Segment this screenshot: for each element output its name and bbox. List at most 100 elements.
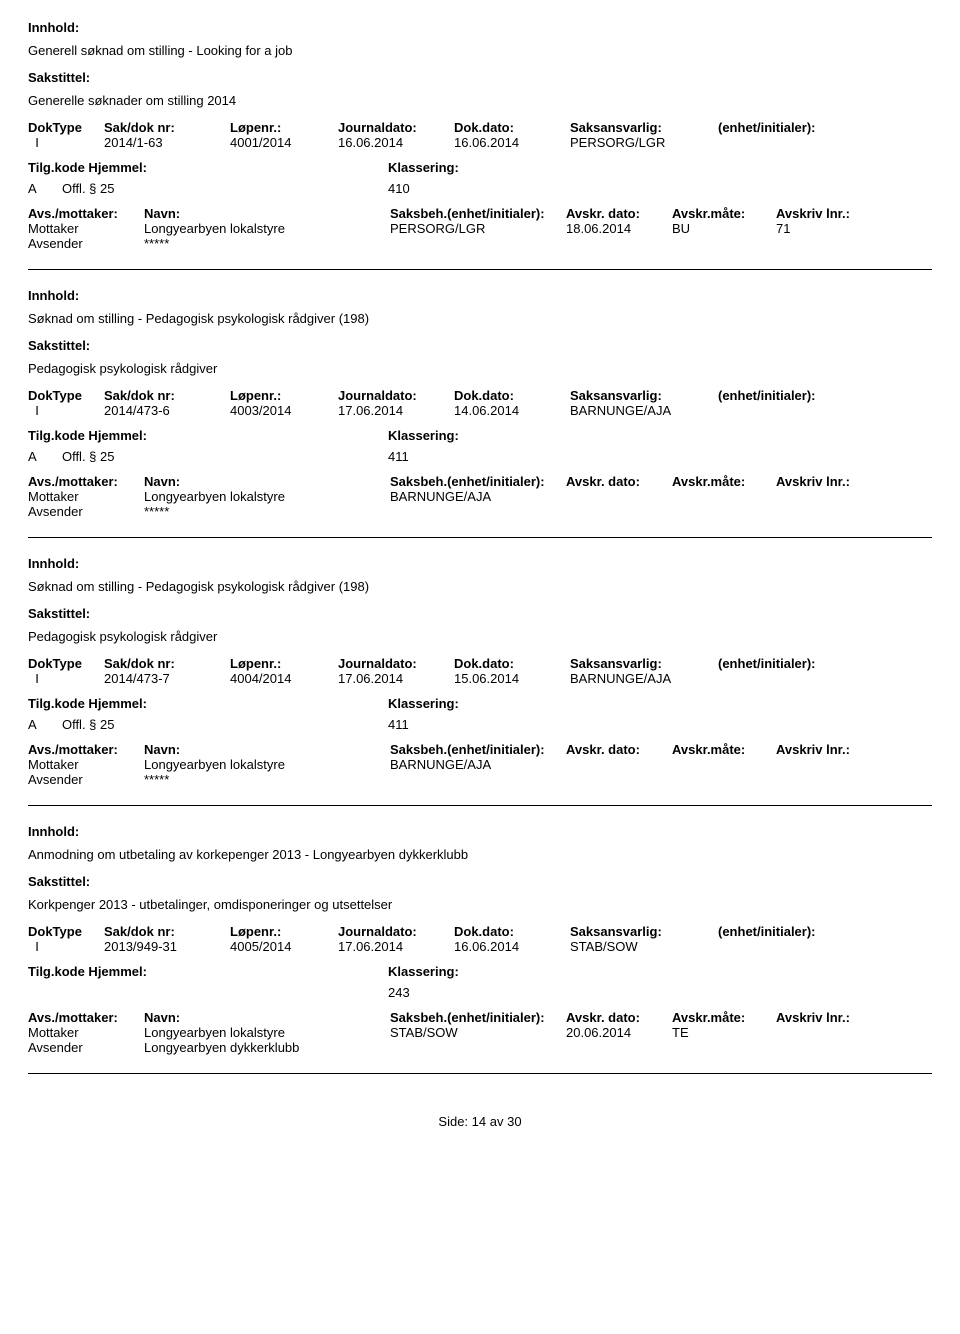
journaldato-header: Journaldato: [338, 120, 454, 135]
tilgkode-hjemmel-header: Tilg.kode Hjemmel: [28, 428, 388, 443]
avskr-dato-value: 20.06.2014 [566, 1025, 672, 1040]
tilg-value-row: A Offl. § 25411 [28, 717, 932, 732]
klassering-value: 411 [388, 449, 568, 464]
lopenr-header: Løpenr.: [230, 656, 338, 671]
dokdate-header: Dok.dato: [454, 924, 570, 939]
avs-mottaker-header: Avs./mottaker: [28, 474, 144, 489]
saksbeh-value [390, 1040, 566, 1055]
dokdate-header: Dok.dato: [454, 656, 570, 671]
avskr-mate-value: TE [672, 1025, 776, 1040]
avskr-mate-value: BU [672, 221, 776, 236]
tilgkode-hjemmel-header: Tilg.kode Hjemmel: [28, 696, 388, 711]
dokdate-header: Dok.dato: [454, 388, 570, 403]
tilg-value-row: A Offl. § 25410 [28, 181, 932, 196]
avskriv-lnr-value: 71 [776, 221, 872, 236]
avskr-dato-value [566, 236, 672, 251]
role-value: Avsender [28, 772, 144, 787]
avskr-mate-value [672, 772, 776, 787]
avskr-dato-value [566, 504, 672, 519]
doktype-value: I [28, 939, 104, 954]
doktype-header: DokType [28, 656, 104, 671]
journaldato-value: 17.06.2014 [338, 671, 454, 686]
role-value: Mottaker [28, 221, 144, 236]
enhet-init-header: (enhet/initialer): [718, 924, 876, 939]
klassering-value: 411 [388, 717, 568, 732]
avskr-dato-header: Avskr. dato: [566, 206, 672, 221]
navn-value: ***** [144, 236, 390, 251]
avs-mot-header: Avs./mottaker:Navn:Saksbeh.(enhet/initia… [28, 474, 932, 489]
sakstittel-label: Sakstittel: [28, 338, 932, 353]
innhold-label: Innhold: [28, 288, 932, 303]
saksansvarlig-value: BARNUNGE/AJA [570, 403, 718, 418]
avs-mot-row: MottakerLongyearbyen lokalstyreBARNUNGE/… [28, 757, 932, 772]
journaldato-value: 17.06.2014 [338, 939, 454, 954]
tilg-value-row: A Offl. § 25411 [28, 449, 932, 464]
dokdate-value: 15.06.2014 [454, 671, 570, 686]
page-footer: Side: 14 av 30 [28, 1114, 932, 1129]
saksbeh-value [390, 236, 566, 251]
saksansvarlig-header: Saksansvarlig: [570, 656, 718, 671]
doktype-header: DokType [28, 120, 104, 135]
tilgkode-hjemmel-value: A Offl. § 25 [28, 717, 388, 732]
saksbeh-value: STAB/SOW [390, 1025, 566, 1040]
avs-mot-row: Avsender***** [28, 772, 932, 787]
tilg-header-row: Tilg.kode Hjemmel:Klassering: [28, 964, 932, 979]
saksbeh-value: PERSORG/LGR [390, 221, 566, 236]
tilg-header-row: Tilg.kode Hjemmel:Klassering: [28, 160, 932, 175]
saknr-value: 2014/1-63 [104, 135, 230, 150]
avs-mot-header: Avs./mottaker:Navn:Saksbeh.(enhet/initia… [28, 742, 932, 757]
avskr-dato-header: Avskr. dato: [566, 742, 672, 757]
sakstittel-label: Sakstittel: [28, 70, 932, 85]
avskriv-lnr-value [776, 504, 872, 519]
avskriv-lnr-header: Avskriv lnr.: [776, 742, 872, 757]
avskr-mate-value [672, 757, 776, 772]
columns-header: DokTypeSak/dok nr:Løpenr.:Journaldato:Do… [28, 656, 932, 671]
lopenr-header: Løpenr.: [230, 924, 338, 939]
saksbeh-header: Saksbeh.(enhet/initialer): [390, 742, 566, 757]
enhet-init-value [718, 671, 876, 686]
klassering-header: Klassering: [388, 160, 568, 175]
navn-value: Longyearbyen lokalstyre [144, 489, 390, 504]
avs-mot-row: MottakerLongyearbyen lokalstyrePERSORG/L… [28, 221, 932, 236]
saknr-header: Sak/dok nr: [104, 656, 230, 671]
navn-header: Navn: [144, 1010, 390, 1025]
avs-mot-row: Avsender***** [28, 504, 932, 519]
navn-value: ***** [144, 504, 390, 519]
tilgkode-hjemmel-header: Tilg.kode Hjemmel: [28, 160, 388, 175]
journal-entry: Innhold:Søknad om stilling - Pedagogisk … [28, 556, 932, 806]
columns-values: I2014/1-634001/201416.06.201416.06.2014P… [28, 135, 932, 150]
saknr-header: Sak/dok nr: [104, 924, 230, 939]
sakstittel-label: Sakstittel: [28, 874, 932, 889]
journal-entry: Innhold:Generell søknad om stilling - Lo… [28, 20, 932, 270]
enhet-init-value [718, 135, 876, 150]
avskr-mate-value [672, 236, 776, 251]
doktype-header: DokType [28, 388, 104, 403]
dokdate-value: 16.06.2014 [454, 135, 570, 150]
doktype-header: DokType [28, 924, 104, 939]
avskriv-lnr-value [776, 489, 872, 504]
columns-header: DokTypeSak/dok nr:Løpenr.:Journaldato:Do… [28, 120, 932, 135]
lopenr-value: 4004/2014 [230, 671, 338, 686]
columns-values: I2014/473-74004/201417.06.201415.06.2014… [28, 671, 932, 686]
avskr-dato-header: Avskr. dato: [566, 474, 672, 489]
dokdate-header: Dok.dato: [454, 120, 570, 135]
avskr-dato-value: 18.06.2014 [566, 221, 672, 236]
avskriv-lnr-value [776, 772, 872, 787]
avs-mot-header: Avs./mottaker:Navn:Saksbeh.(enhet/initia… [28, 206, 932, 221]
saksansvarlig-header: Saksansvarlig: [570, 120, 718, 135]
columns-values: I2013/949-314005/201417.06.201416.06.201… [28, 939, 932, 954]
journaldato-value: 16.06.2014 [338, 135, 454, 150]
journaldato-header: Journaldato: [338, 924, 454, 939]
tilgkode-hjemmel-value [28, 985, 388, 1000]
role-value: Mottaker [28, 1025, 144, 1040]
navn-value: Longyearbyen lokalstyre [144, 1025, 390, 1040]
navn-value: Longyearbyen lokalstyre [144, 757, 390, 772]
saknr-header: Sak/dok nr: [104, 120, 230, 135]
lopenr-value: 4001/2014 [230, 135, 338, 150]
lopenr-value: 4005/2014 [230, 939, 338, 954]
role-value: Mottaker [28, 489, 144, 504]
footer-total: 30 [507, 1114, 521, 1129]
avskr-mate-header: Avskr.måte: [672, 474, 776, 489]
navn-value: ***** [144, 772, 390, 787]
avskr-mate-header: Avskr.måte: [672, 1010, 776, 1025]
